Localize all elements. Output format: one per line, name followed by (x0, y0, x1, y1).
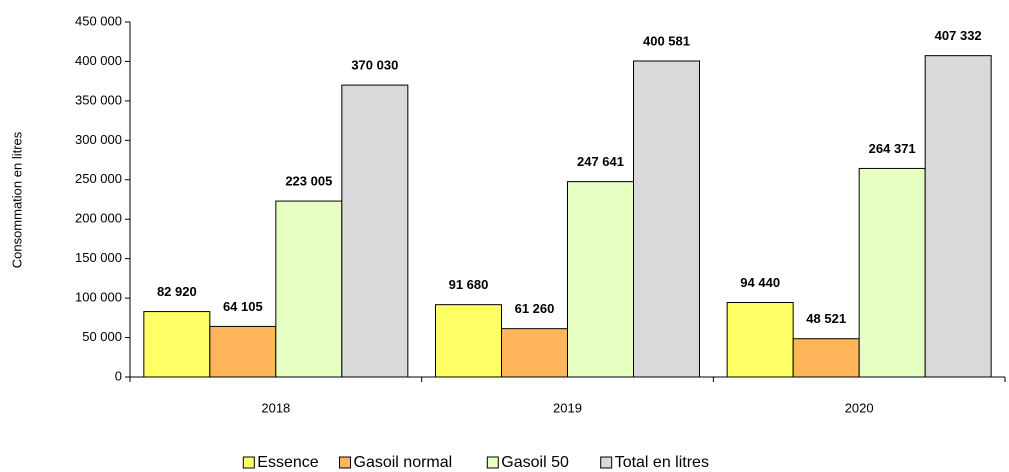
value-label: 64 105 (223, 299, 263, 314)
bar (275, 200, 343, 378)
y-tick-label: 150 000 (75, 250, 122, 265)
bar (341, 84, 409, 378)
bar (924, 55, 992, 378)
y-tick-label: 250 000 (75, 171, 122, 186)
legend-label: Gasoil normal (354, 454, 453, 471)
value-label: 247 641 (577, 154, 624, 169)
legend-swatch (242, 456, 255, 469)
bar (633, 60, 700, 378)
y-tick-label: 400 000 (75, 53, 122, 68)
bar (435, 304, 502, 378)
y-tick-label: 450 000 (75, 13, 122, 28)
value-label: 264 371 (869, 141, 916, 156)
bar (143, 311, 211, 378)
bar (567, 181, 634, 378)
x-tick-label: 2020 (845, 400, 874, 415)
value-label: 91 680 (449, 277, 489, 292)
value-label: 82 920 (157, 284, 197, 299)
value-label: 61 260 (515, 301, 555, 316)
legend-label: Essence (257, 454, 318, 471)
value-label: 48 521 (806, 311, 846, 326)
legend-swatch (486, 456, 499, 469)
y-tick-label: 0 (115, 368, 122, 383)
legend-label: Gasoil 50 (501, 454, 569, 471)
x-tick-label: 2018 (261, 400, 290, 415)
legend-label: Total en litres (615, 454, 709, 471)
bar (501, 328, 568, 378)
legend-swatch (600, 456, 613, 469)
legend-swatch (339, 456, 351, 469)
bar (858, 167, 926, 378)
y-tick-label: 300 000 (75, 132, 122, 147)
bar (792, 338, 860, 378)
y-tick-label: 100 000 (75, 290, 122, 305)
y-axis-label: Consommation en litres (9, 131, 24, 268)
value-label: 407 332 (935, 28, 982, 43)
y-tick-label: 350 000 (75, 92, 122, 107)
y-tick-label: 50 000 (82, 329, 122, 344)
value-label: 370 030 (351, 58, 398, 73)
value-label: 94 440 (740, 275, 780, 290)
bar (726, 301, 794, 378)
value-label: 400 581 (643, 33, 690, 48)
bar (209, 325, 277, 378)
value-label: 223 005 (285, 174, 332, 189)
x-tick-label: 2019 (553, 400, 582, 415)
y-tick-label: 200 000 (75, 211, 122, 226)
